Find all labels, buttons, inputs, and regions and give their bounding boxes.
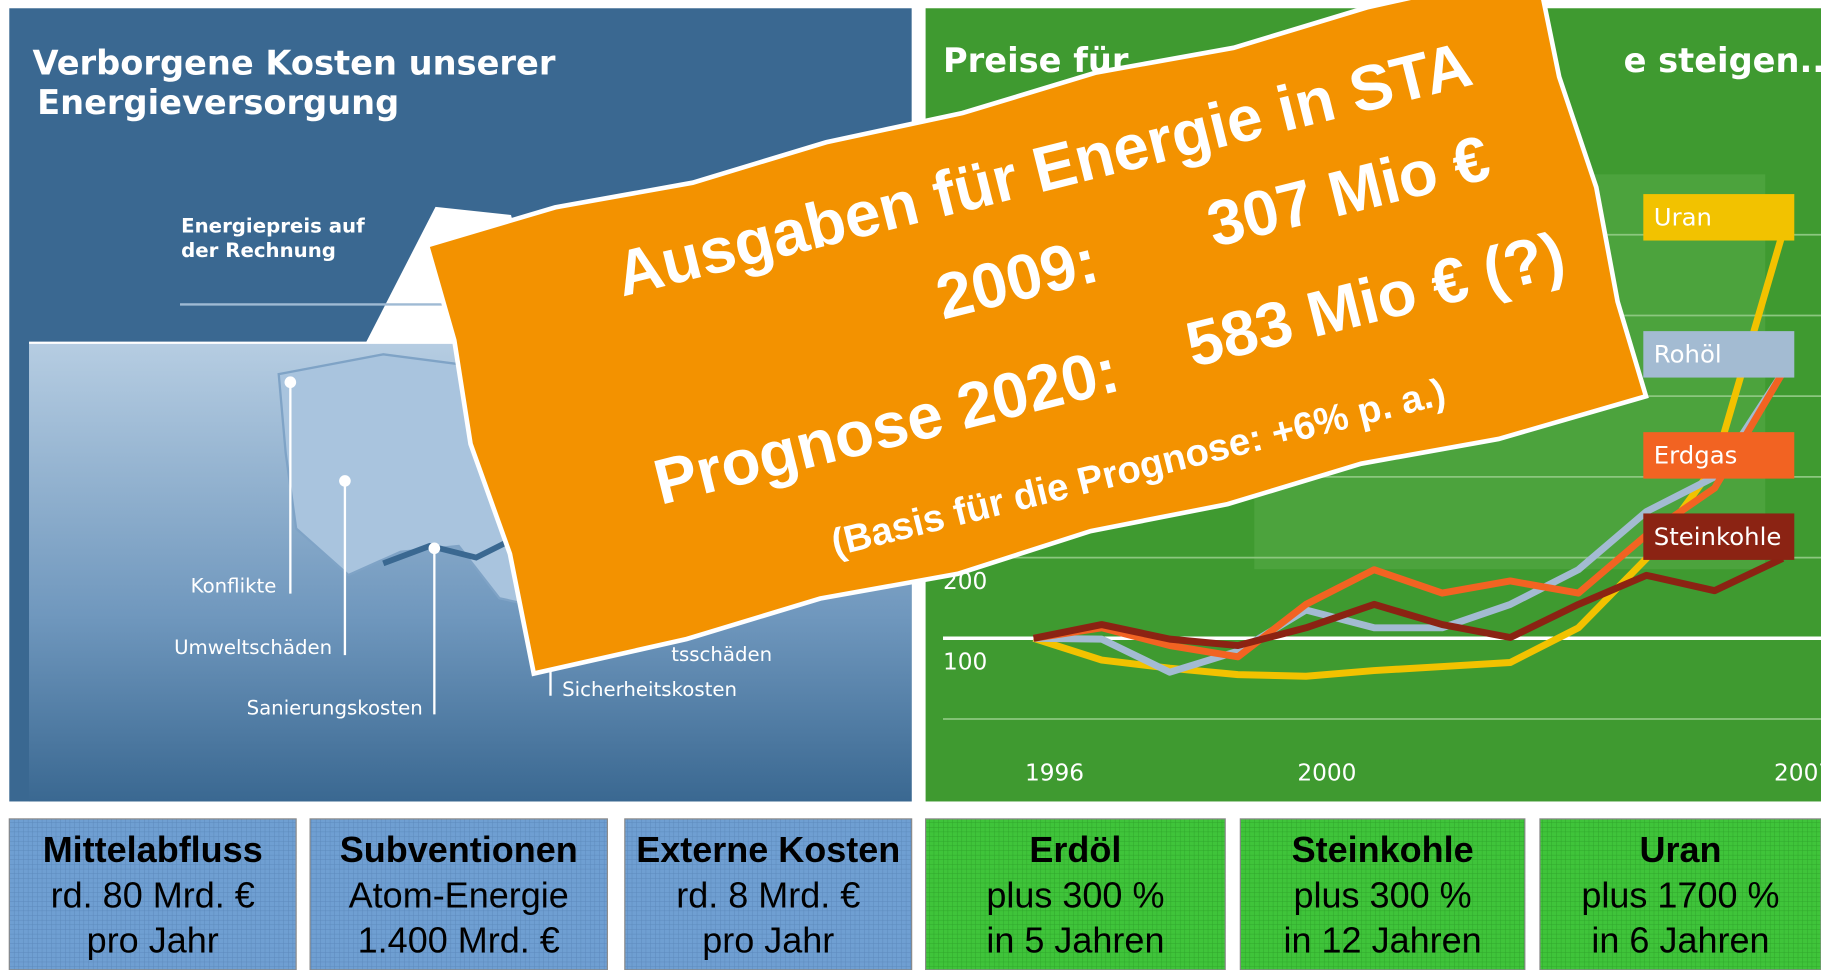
y-tick-label: 100 [943,649,987,676]
box-line: plus 300 % [986,874,1164,915]
info-box [1539,818,1821,970]
x-tick-label: 1996 [1025,760,1084,787]
cost-label: Umweltschäden [174,636,332,659]
box-line: plus 300 % [1294,874,1472,915]
box-line: Atom-Energie [349,874,569,915]
box-line: plus 1700 % [1581,874,1779,915]
legend-label: Rohöl [1654,340,1722,369]
cost-label: Sicherheitskosten [562,678,737,701]
price-label: der Rechnung [181,239,336,262]
box-heading: Externe Kosten [636,829,900,870]
legend-label: Steinkohle [1654,522,1782,551]
pointer-dot [428,542,441,555]
box-heading: Subventionen [340,829,578,870]
box-heading: Erdöl [1029,829,1121,870]
banner-shape [424,0,1649,677]
info-box [8,818,297,970]
left-title: Verborgene Kosten unserer [33,43,556,82]
box-heading: Uran [1639,829,1721,870]
pointer-dot [284,376,297,389]
series-line [1032,555,1785,650]
series-line [1033,370,1786,676]
legend-swatch [1643,432,1795,479]
box-heading: Steinkohle [1292,829,1474,870]
info-box [925,818,1226,970]
price-label: Energiepreis auf [181,214,365,237]
box-line: in 5 Jahren [986,920,1164,961]
box-line: pro Jahr [87,920,219,961]
left-title: Energieversorgung [37,83,399,122]
x-tick-label: 2000 [1297,760,1356,787]
legend-swatch [1643,194,1795,241]
box-line: pro Jahr [702,920,834,961]
right-title: e steigen... [1624,41,1821,80]
info-box [1239,818,1526,970]
legend-label: Erdgas [1654,441,1738,470]
box-line: 1.400 Mrd. € [358,920,560,961]
box-line: in 12 Jahren [1284,920,1482,961]
info-box [309,818,608,970]
info-box [624,818,913,970]
legend-label: Uran [1654,202,1712,231]
box-line: rd. 8 Mrd. € [676,874,860,915]
box-line: rd. 80 Mrd. € [51,874,255,915]
cost-label: tsschäden [671,643,772,666]
cost-label: Sanierungskosten [247,696,423,719]
legend-swatch [1643,513,1795,560]
cost-label: Konflikte [191,574,277,597]
box-heading: Mittelabfluss [43,829,263,870]
box-line: in 6 Jahren [1591,920,1769,961]
x-tick-label: 2007 [1774,760,1821,787]
legend-swatch [1643,331,1795,378]
pointer-dot [339,475,351,487]
